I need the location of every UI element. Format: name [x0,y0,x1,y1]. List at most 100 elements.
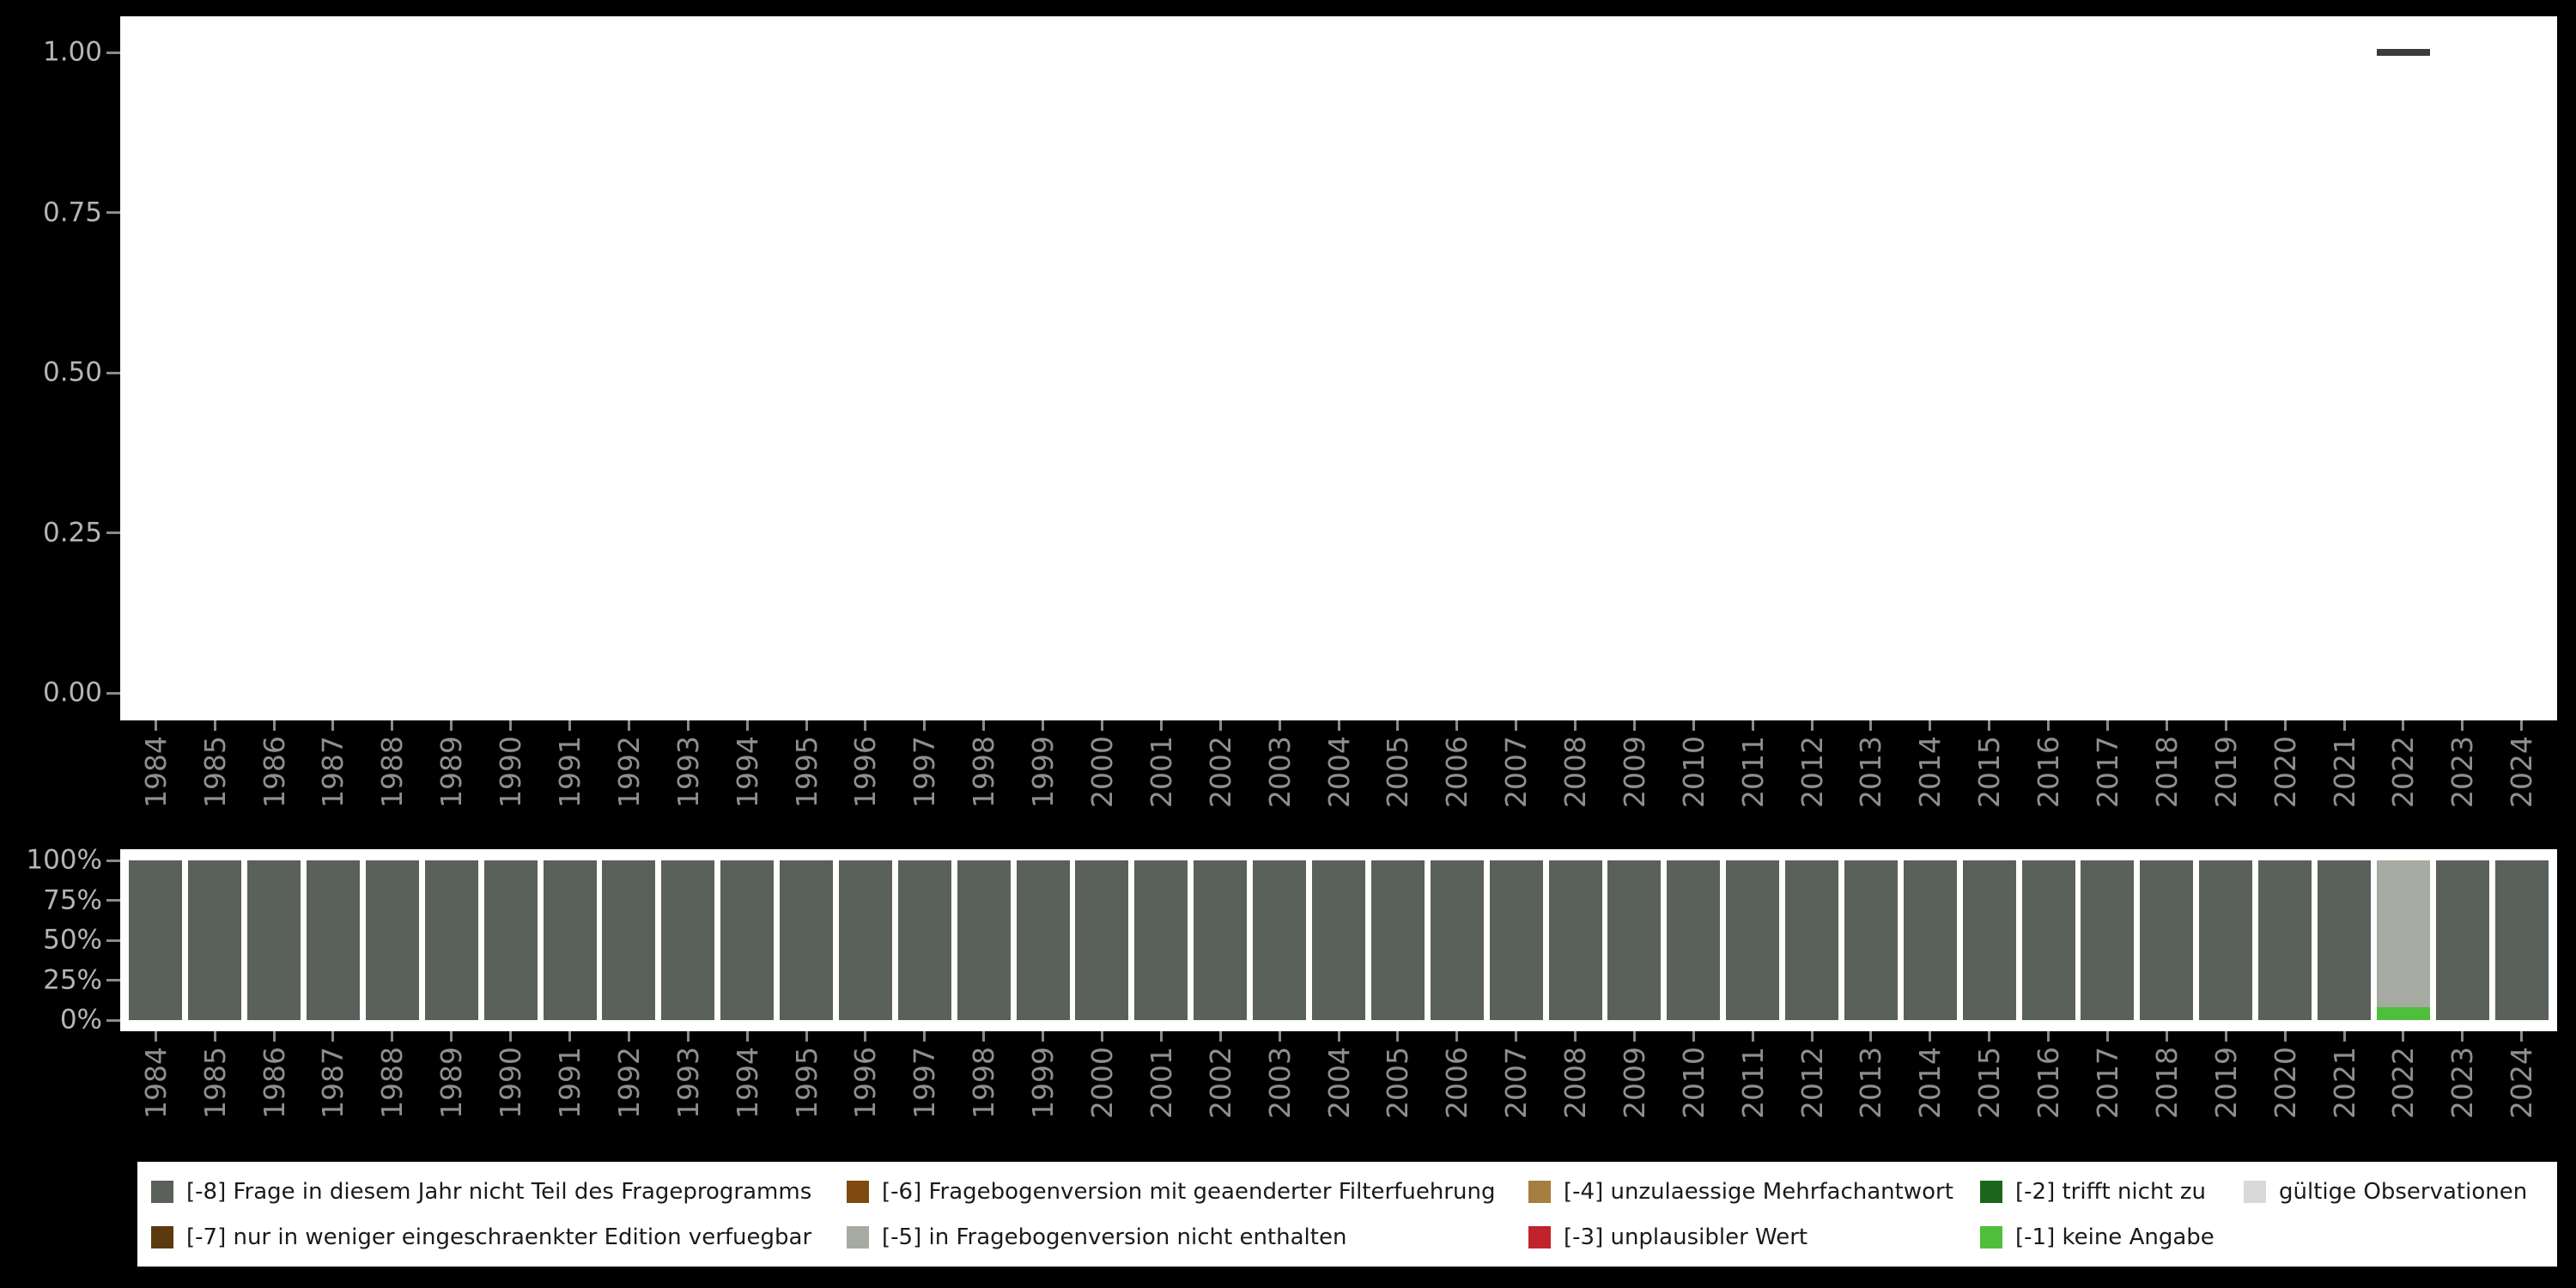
bar-segment--8 [1253,860,1307,1020]
bar-segment--8 [1016,860,1070,1020]
y-axis-tick-mark [106,899,120,902]
x-axis-tick-mark [2461,720,2464,731]
bar-segment--8 [780,860,834,1020]
x-axis-tick-mark [2224,1031,2227,1042]
y-axis-tick-label: 0.75 [42,197,102,228]
y-axis-tick-label: 25% [43,964,102,995]
x-axis-tick-mark [272,1031,276,1042]
x-axis-year-label: 2009 [1617,736,1651,808]
x-axis-year-label: 1997 [908,1047,942,1119]
legend-item: [-7] nur in weniger eingeschraenkter Edi… [151,1224,811,1250]
bar-segment--8 [1726,860,1780,1020]
x-axis-year-label: 2024 [2505,1047,2539,1119]
x-axis-year-label: 1984 [138,736,173,808]
legend-label: [-8] Frage in diesem Jahr nicht Teil des… [186,1178,812,1205]
x-axis-year-label: 2011 [1735,736,1770,808]
legend-label: gültige Observationen [2279,1178,2528,1205]
x-axis-tick-mark [1396,720,1400,731]
bar-segment--8 [602,860,656,1020]
x-axis-year-label: 2011 [1735,1047,1770,1119]
x-axis-year-label: 2002 [1203,1047,1237,1119]
y-axis-tick-label: 0% [59,1004,102,1036]
x-axis-year-label: 2015 [1972,736,2007,808]
x-axis-tick-mark [2283,720,2287,731]
y-axis-tick-mark [106,532,120,534]
x-axis-tick-mark [627,1031,630,1042]
x-axis-tick-mark [1692,1031,1695,1042]
y-axis-tick-mark [106,979,120,981]
bar-segment--8 [2140,860,2194,1020]
bar-segment--8 [2021,860,2075,1020]
x-axis-tick-mark [627,720,630,731]
bar-segment--8 [838,860,892,1020]
x-axis-year-label: 2008 [1558,736,1593,808]
bar-segment--8 [2494,860,2549,1020]
legend-item: [-5] in Fragebogenversion nicht enthalte… [847,1224,1347,1250]
y-axis-tick-mark [106,211,120,214]
x-axis-year-label: 2006 [1440,1047,1474,1119]
x-axis-tick-mark [1810,720,1814,731]
bar-segment--8 [247,860,301,1020]
legend-label: [-4] unzulaessige Mehrfachantwort [1564,1178,1953,1205]
bar-segment--8 [1370,860,1425,1020]
y-axis-tick-mark [106,859,120,862]
x-axis-year-label: 2012 [1795,1047,1829,1119]
y-axis-tick-label: 50% [43,924,102,956]
x-axis-year-label: 1994 [730,1047,764,1119]
x-axis-tick-mark [745,1031,749,1042]
x-axis-tick-mark [1159,720,1163,731]
bar-segment--5 [2376,860,2430,1008]
x-axis-year-label: 2003 [1262,1047,1297,1119]
x-axis-tick-mark [2105,720,2109,731]
x-axis-year-label: 1998 [967,736,1001,808]
bar-segment--8 [1844,860,1898,1020]
x-axis-year-label: 2006 [1440,736,1474,808]
y-axis-tick-label: 75% [43,884,102,915]
y-axis-tick-label: 0.25 [42,517,102,548]
x-axis-tick-mark [509,720,513,731]
bar-segment--8 [188,860,242,1020]
x-axis-tick-mark [1929,1031,1932,1042]
legend-item: [-1] keine Angabe [1980,1224,2215,1250]
bar-segment--8 [1489,860,1543,1020]
x-axis-year-label: 2018 [2149,736,2184,808]
x-axis-tick-mark [2520,720,2524,731]
bar-segment--8 [2081,860,2135,1020]
legend-color-swatch [1528,1225,1551,1249]
x-axis-year-label: 2010 [1676,1047,1710,1119]
legend-label: [-3] unplausibler Wert [1564,1224,1808,1250]
legend-label: [-6] Fragebogenversion mit geaenderter F… [882,1178,1496,1205]
x-axis-year-label: 2016 [2032,1047,2066,1119]
x-axis-tick-mark [864,720,867,731]
y-axis-tick-label: 100% [26,844,102,876]
y-axis-tick-mark [106,51,120,54]
x-axis-year-label: 1990 [494,1047,528,1119]
x-axis-year-label: 2020 [2268,736,2302,808]
x-axis-tick-mark [568,720,571,731]
legend-label: [-1] keine Angabe [2015,1224,2215,1250]
legend-color-swatch [151,1225,173,1249]
x-axis-year-label: 2004 [1321,736,1356,808]
x-axis-tick-mark [2047,1031,2050,1042]
x-axis-year-label: 2000 [1084,736,1119,808]
bar-segment--8 [897,860,951,1020]
x-axis-tick-mark [2520,1031,2524,1042]
x-axis-year-label: 2017 [2090,1047,2124,1119]
x-axis-year-label: 2008 [1558,1047,1593,1119]
x-axis-year-label: 1999 [1026,736,1060,808]
x-axis-tick-mark [1455,1031,1459,1042]
x-axis-tick-mark [1632,1031,1636,1042]
x-axis-year-label: 2009 [1617,1047,1651,1119]
bottom-stacked-bar-panel [120,849,2557,1031]
x-axis-year-label: 1993 [671,736,705,808]
x-axis-tick-mark [331,720,335,731]
bar-segment--8 [957,860,1011,1020]
x-axis-tick-mark [982,1031,986,1042]
x-axis-tick-mark [1574,1031,1577,1042]
x-axis-tick-mark [1515,720,1518,731]
legend-label: [-5] in Fragebogenversion nicht enthalte… [882,1224,1347,1250]
x-axis-tick-mark [1278,720,1281,731]
x-axis-year-label: 2016 [2032,736,2066,808]
x-axis-tick-mark [805,1031,808,1042]
bar-segment--8 [129,860,183,1020]
